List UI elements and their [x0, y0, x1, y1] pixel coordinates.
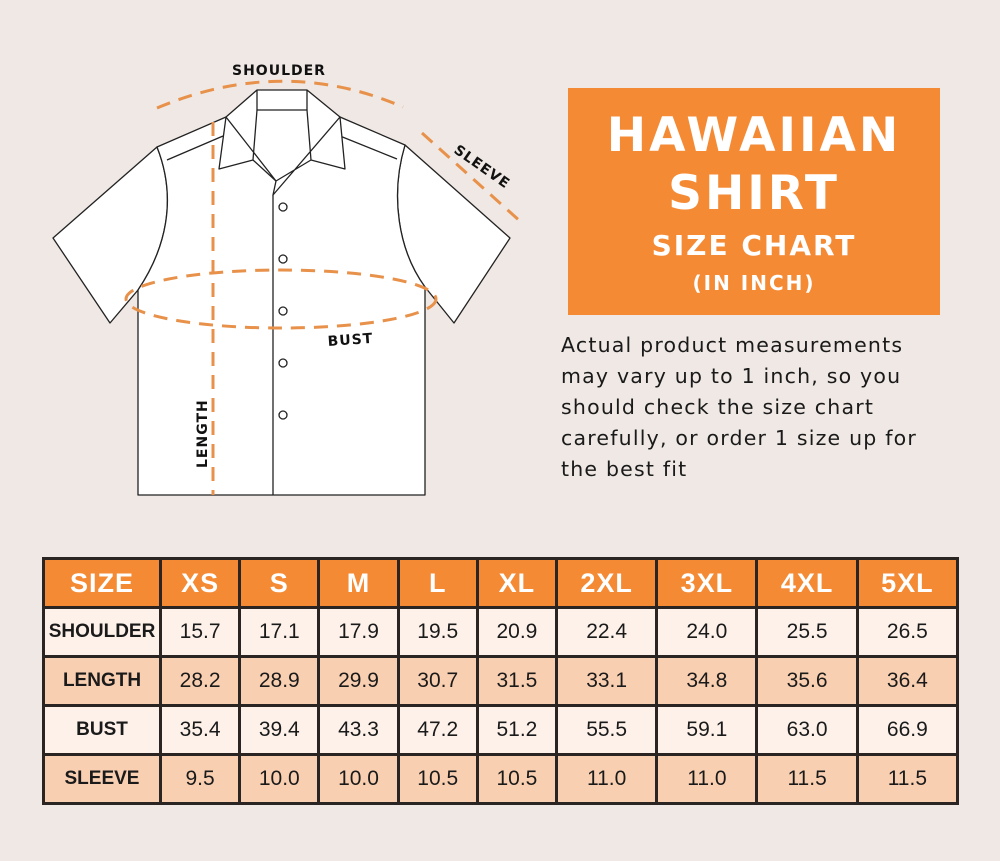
note-line: should check the size chart [561, 395, 875, 419]
table-header-cell: L [396, 557, 479, 609]
button [278, 306, 288, 316]
yoke-left [166, 135, 224, 161]
collar-right [272, 109, 346, 196]
table-cell: 31.5 [475, 655, 559, 707]
shoulder-measure-line [156, 79, 404, 110]
table-row: LENGTH 28.2 28.9 29.9 30.7 31.5 33.1 34.8 35.6 36… [42, 655, 960, 707]
table-cell: 35.4 [158, 704, 242, 756]
subtitle: SIZE CHART [651, 229, 857, 262]
note-line: may vary up to 1 inch, so you [561, 364, 902, 388]
measurement-note: Actual product measurements may vary up … [561, 330, 961, 485]
table-header-cell: 5XL [855, 557, 960, 609]
table-cell: 17.1 [238, 606, 321, 658]
row-label: BUST [42, 704, 162, 756]
note-line: Actual product measurements [561, 333, 904, 357]
table-cell: 22.4 [555, 606, 659, 658]
table-cell: 9.5 [158, 753, 242, 805]
table-cell: 55.5 [555, 704, 659, 756]
table-cell: 36.4 [855, 655, 960, 707]
button [278, 254, 288, 264]
title-line-1: HAWAIIAN [606, 108, 902, 163]
shirt-body [137, 89, 426, 496]
title-box: HAWAIIAN SHIRT SIZE CHART (IN INCH) [568, 88, 940, 315]
table-cell: 29.9 [317, 655, 400, 707]
table-cell: 10.0 [317, 753, 400, 805]
table-header-cell: 2XL [555, 557, 659, 609]
table-cell: 39.4 [238, 704, 321, 756]
table-cell: 26.5 [855, 606, 960, 658]
table-cell: 19.5 [396, 606, 479, 658]
table-cell: 25.5 [755, 606, 859, 658]
table-cell: 11.5 [755, 753, 859, 805]
button [278, 358, 288, 368]
table-header-cell: SIZE [42, 557, 162, 609]
table-cell: 11.0 [555, 753, 659, 805]
table-header-row: SIZE XS S M L XL 2XL 3XL 4XL 5XL [42, 557, 960, 609]
table-header-cell: XL [475, 557, 559, 609]
size-table: SIZE XS S M L XL 2XL 3XL 4XL 5XL SHOULDER 15.7 17.1… [42, 557, 960, 805]
table-cell: 28.2 [158, 655, 242, 707]
table-cell: 24.0 [655, 606, 759, 658]
row-label: LENGTH [42, 655, 162, 707]
table-header-cell: M [317, 557, 400, 609]
shirt-diagram: SHOULDER SLEEVE BUST LENGTH [52, 63, 523, 496]
table-cell: 28.9 [238, 655, 321, 707]
table-cell: 59.1 [655, 704, 759, 756]
table-header-cell: 3XL [655, 557, 759, 609]
shoulder-label: SHOULDER [232, 63, 326, 79]
button [278, 410, 288, 420]
title-line-2: SHIRT [668, 166, 840, 221]
table-cell: 35.6 [755, 655, 859, 707]
table-cell: 51.2 [475, 704, 559, 756]
table-row: BUST 35.4 39.4 43.3 47.2 51.2 55.5 59.1 63.0 66.9 [42, 704, 960, 756]
table-cell: 15.7 [158, 606, 242, 658]
table-cell: 66.9 [855, 704, 960, 756]
table-cell: 10.5 [475, 753, 559, 805]
table-cell: 10.0 [238, 753, 321, 805]
table-header-cell: S [238, 557, 321, 609]
table-cell: 33.1 [555, 655, 659, 707]
unit-label: (IN INCH) [692, 271, 816, 295]
table-cell: 43.3 [317, 704, 400, 756]
table-header-cell: 4XL [755, 557, 859, 609]
table-cell: 10.5 [396, 753, 479, 805]
row-label: SHOULDER [42, 606, 162, 658]
table-cell: 11.5 [855, 753, 960, 805]
note-line: carefully, or order 1 size up for [561, 426, 917, 450]
table-row: SHOULDER 15.7 17.1 17.9 19.5 20.9 22.4 24.0 25.5… [42, 606, 960, 658]
button [278, 202, 288, 212]
note-line: the best fit [561, 457, 688, 481]
length-label: LENGTH [195, 399, 211, 468]
table-cell: 20.9 [475, 606, 559, 658]
bust-label: BUST [327, 331, 374, 350]
collar-back [256, 90, 308, 111]
yoke-right [339, 135, 398, 160]
table-cell: 11.0 [655, 753, 759, 805]
table-cell: 34.8 [655, 655, 759, 707]
table-cell: 47.2 [396, 704, 479, 756]
table-header-cell: XS [158, 557, 242, 609]
table-cell: 63.0 [755, 704, 859, 756]
row-label: SLEEVE [42, 753, 162, 805]
table-cell: 30.7 [396, 655, 479, 707]
bust-measure-line [124, 268, 438, 330]
table-cell: 17.9 [317, 606, 400, 658]
table-row: SLEEVE 9.5 10.0 10.0 10.5 10.5 11.0 11.0 11.5 11.… [42, 753, 960, 805]
